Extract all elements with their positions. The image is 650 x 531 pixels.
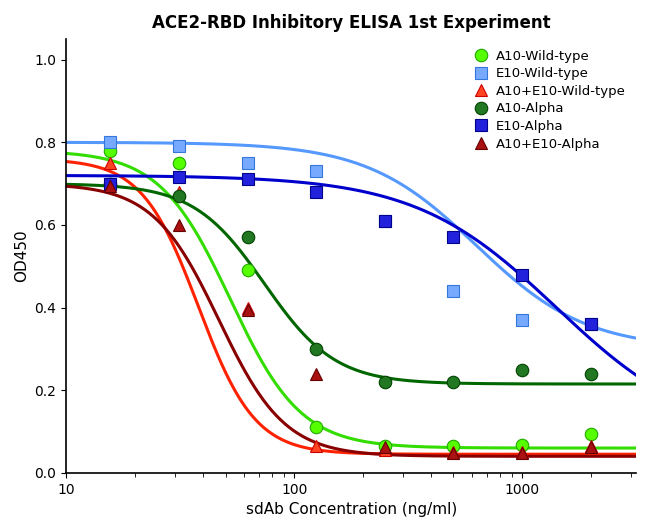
E10-Alpha (381, 218, 389, 224)
E10-Wild-type (518, 317, 526, 323)
Line: A10+E10-Alpha: A10+E10-Alpha (104, 179, 597, 459)
A10+E10-Alpha (107, 183, 114, 189)
A10+E10-Wild-type (175, 189, 183, 195)
X-axis label: sdAb Concentration (ng/ml): sdAb Concentration (ng/ml) (246, 502, 457, 517)
Line: E10-Alpha: E10-Alpha (104, 171, 597, 330)
A10-Wild-type (450, 443, 458, 449)
E10-Alpha (450, 234, 458, 241)
E10-Alpha (107, 181, 114, 187)
A10-Alpha (175, 193, 183, 199)
Title: ACE2-RBD Inhibitory ELISA 1st Experiment: ACE2-RBD Inhibitory ELISA 1st Experiment (152, 14, 551, 32)
E10-Wild-type (244, 160, 252, 166)
E10-Wild-type (175, 143, 183, 150)
A10+E10-Alpha (450, 450, 458, 456)
E10-Wild-type (450, 288, 458, 294)
A10+E10-Wild-type (587, 443, 595, 449)
Line: A10-Alpha: A10-Alpha (104, 177, 597, 388)
A10-Wild-type (381, 443, 389, 449)
A10-Alpha (381, 379, 389, 385)
A10+E10-Wild-type (244, 304, 252, 311)
Line: A10+E10-Wild-type: A10+E10-Wild-type (104, 157, 597, 458)
E10-Alpha (587, 321, 595, 327)
A10-Alpha (313, 346, 320, 352)
E10-Alpha (313, 189, 320, 195)
A10+E10-Alpha (244, 306, 252, 313)
E10-Alpha (175, 174, 183, 181)
A10+E10-Wild-type (381, 447, 389, 453)
A10+E10-Alpha (587, 443, 595, 450)
E10-Wild-type (587, 321, 595, 327)
Line: E10-Wild-type: E10-Wild-type (104, 136, 597, 330)
Line: A10-Wild-type: A10-Wild-type (104, 144, 597, 452)
E10-Wild-type (313, 168, 320, 174)
A10-Alpha (587, 371, 595, 377)
A10-Wild-type (587, 431, 595, 437)
E10-Alpha (244, 176, 252, 183)
A10-Wild-type (175, 160, 183, 166)
A10-Alpha (518, 366, 526, 373)
Legend: A10-Wild-type, E10-Wild-type, A10+E10-Wild-type, A10-Alpha, E10-Alpha, A10+E10-A: A10-Wild-type, E10-Wild-type, A10+E10-Wi… (469, 46, 629, 155)
Y-axis label: OD450: OD450 (14, 229, 29, 282)
A10+E10-Wild-type (107, 160, 114, 166)
A10-Alpha (244, 234, 252, 241)
A10-Wild-type (244, 267, 252, 273)
A10-Wild-type (107, 148, 114, 154)
A10+E10-Alpha (313, 371, 320, 377)
A10-Wild-type (313, 424, 320, 431)
A10+E10-Alpha (175, 222, 183, 228)
E10-Wild-type (381, 218, 389, 224)
A10+E10-Wild-type (450, 449, 458, 456)
A10-Alpha (450, 379, 458, 385)
A10-Wild-type (518, 442, 526, 448)
E10-Alpha (518, 271, 526, 278)
A10+E10-Wild-type (313, 443, 320, 449)
E10-Wild-type (107, 139, 114, 145)
A10+E10-Alpha (518, 450, 526, 456)
A10+E10-Wild-type (518, 449, 526, 456)
A10-Alpha (107, 181, 114, 187)
A10+E10-Alpha (381, 443, 389, 450)
